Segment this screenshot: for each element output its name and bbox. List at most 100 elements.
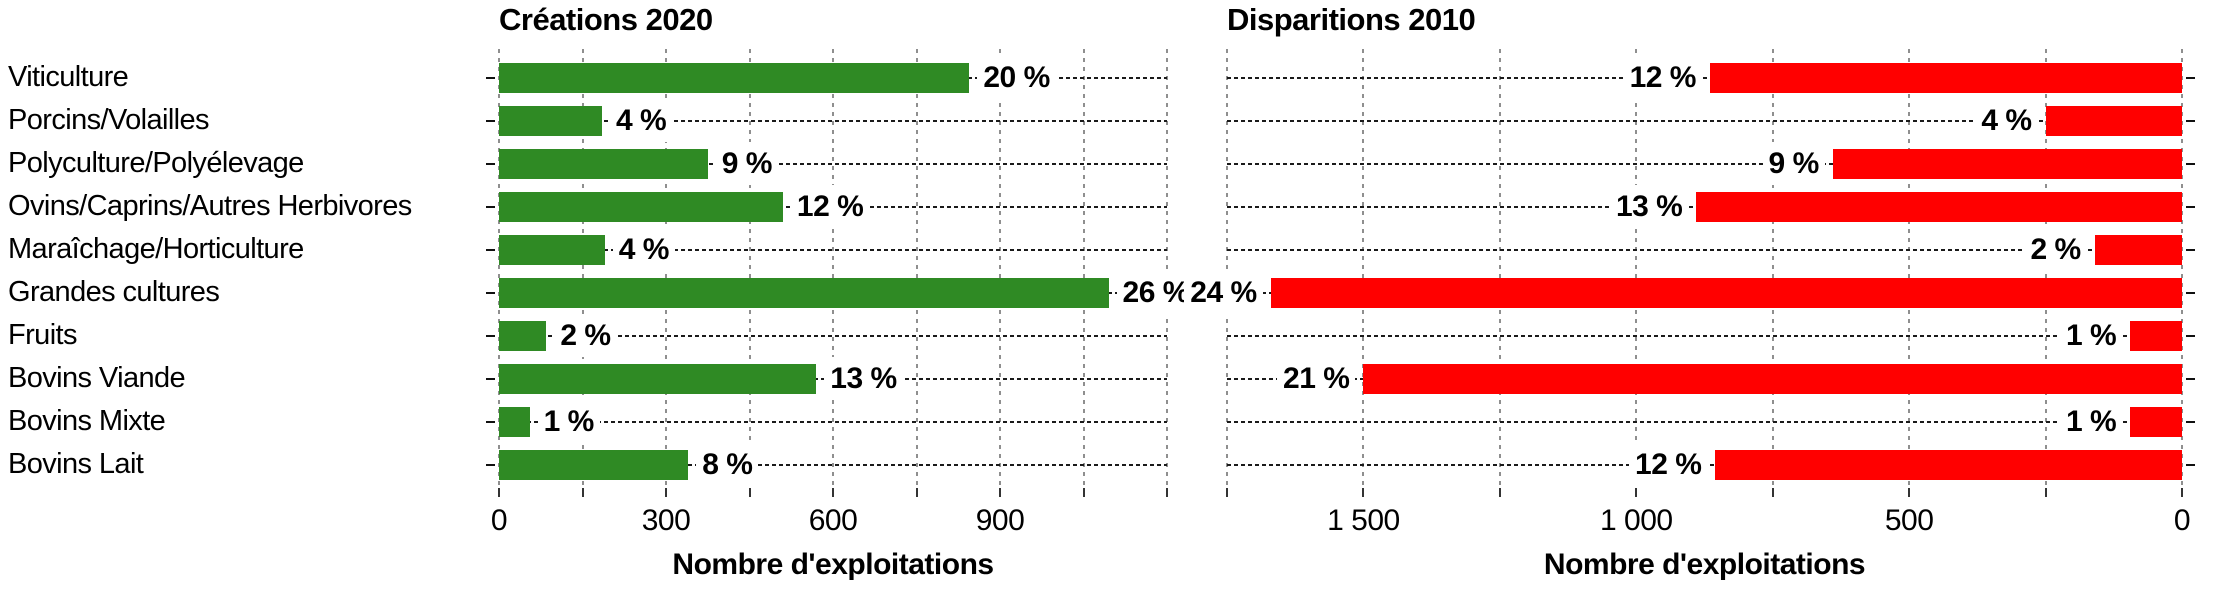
bar xyxy=(1832,148,2182,179)
percent-label: 4 % xyxy=(609,99,673,142)
vertical-gridline xyxy=(2181,49,2183,495)
bar xyxy=(499,363,817,394)
vertical-gridline xyxy=(1635,49,1638,495)
category-tick xyxy=(486,162,495,165)
vertical-gridline xyxy=(915,49,918,495)
percent-label: 9 % xyxy=(715,142,778,185)
row-gridline xyxy=(499,420,1167,423)
percent-label: 13 % xyxy=(1609,185,1689,228)
category-label: Bovins Mixte xyxy=(8,405,166,437)
x-axis-title-disparitions: Nombre d'exploitations xyxy=(1543,548,1866,581)
vertical-gridline xyxy=(1362,49,1365,495)
x-axis-tick xyxy=(2181,488,2183,497)
percent-label: 9 % xyxy=(1762,142,1825,185)
category-tick xyxy=(2186,463,2195,466)
vertical-gridline xyxy=(999,49,1001,495)
row-gridline xyxy=(1227,119,2182,122)
percent-label: 12 % xyxy=(790,185,870,228)
x-axis-tick xyxy=(1082,488,1085,497)
row-gridline xyxy=(1227,248,2182,251)
category-label: Maraîchage/Horticulture xyxy=(8,233,304,265)
bar xyxy=(499,105,602,136)
category-label: Bovins Viande xyxy=(8,362,186,394)
category-tick xyxy=(486,119,495,122)
category-tick xyxy=(2186,334,2195,337)
vertical-gridline xyxy=(832,49,834,495)
category-tick xyxy=(486,420,495,423)
bar xyxy=(1709,62,2182,93)
percent-label: 1 % xyxy=(2059,400,2123,443)
bar xyxy=(499,449,689,480)
bar xyxy=(1715,449,2182,480)
x-axis-title-creations: Nombre d'exploitations xyxy=(672,548,994,581)
bar xyxy=(2130,406,2182,437)
bar xyxy=(499,277,1109,308)
percent-label: 12 % xyxy=(1629,443,1708,486)
row-gridline xyxy=(1227,162,2182,165)
creations-2020-plot: Créations 2020 Nombre d'exploitations 20… xyxy=(486,2,1195,581)
row-gridline xyxy=(499,162,1167,165)
x-tick-label: 300 xyxy=(641,504,691,537)
percent-label: 4 % xyxy=(1975,99,2038,142)
vertical-gridline xyxy=(1908,49,1911,495)
x-axis-tick xyxy=(915,488,918,497)
bar xyxy=(2045,105,2182,136)
percent-label: 4 % xyxy=(612,228,675,271)
percent-label: 21 % xyxy=(1277,357,1356,400)
vertical-gridline xyxy=(665,49,667,495)
row-gridline xyxy=(499,119,1167,122)
percent-label: 2 % xyxy=(554,314,617,357)
percent-label: 1 % xyxy=(2059,314,2123,357)
percent-label: 8 % xyxy=(696,443,759,486)
bar xyxy=(1696,191,2182,222)
vertical-gridline xyxy=(2044,49,2047,495)
x-axis-tick xyxy=(1166,488,1168,497)
x-axis-tick xyxy=(832,488,834,497)
row-gridline xyxy=(1227,334,2182,337)
x-axis-tick xyxy=(1771,488,1774,497)
category-tick xyxy=(2186,420,2195,423)
row-gridline xyxy=(499,248,1167,251)
row-gridline xyxy=(1227,76,2182,79)
vertical-gridline xyxy=(1771,49,1774,495)
bar xyxy=(499,148,708,179)
category-tick xyxy=(2186,291,2195,294)
bar xyxy=(499,234,605,265)
x-axis-tick xyxy=(1908,488,1911,497)
x-tick-label: 900 xyxy=(975,504,1025,537)
x-tick-label: 600 xyxy=(808,504,858,537)
row-gridline xyxy=(499,334,1167,337)
category-tick xyxy=(2186,119,2195,122)
x-tick-label: 1 500 xyxy=(1327,504,1400,537)
bar xyxy=(2094,234,2182,265)
category-tick xyxy=(486,334,495,337)
x-axis-tick xyxy=(581,488,584,497)
category-tick xyxy=(486,248,495,251)
category-tick xyxy=(2186,377,2195,380)
x-tick-label: 0 xyxy=(490,504,508,537)
vertical-gridline xyxy=(1082,49,1085,495)
row-gridline xyxy=(1227,420,2182,423)
x-tick-label: 500 xyxy=(1884,504,1934,537)
x-axis-tick xyxy=(1498,488,1501,497)
percent-label: 1 % xyxy=(537,400,600,443)
bar xyxy=(1363,363,2182,394)
vertical-gridline xyxy=(581,49,584,495)
x-axis-tick xyxy=(665,488,667,497)
x-axis-tick xyxy=(748,488,751,497)
x-axis-tick xyxy=(498,488,500,497)
category-tick xyxy=(486,463,495,466)
percent-label: 20 % xyxy=(977,56,1056,99)
category-label: Ovins/Caprins/Autres Herbivores xyxy=(8,190,412,222)
percent-label: 12 % xyxy=(1623,56,1702,99)
disparitions-2010-plot: Disparitions 2010 Nombre d'exploitations… xyxy=(1184,2,2195,581)
category-label: Fruits xyxy=(8,319,78,351)
x-axis-tick xyxy=(1362,488,1365,497)
percent-label: 13 % xyxy=(824,357,903,400)
category-tick xyxy=(2186,248,2195,251)
x-axis-tick xyxy=(999,488,1001,497)
x-tick-label: 1 000 xyxy=(1599,504,1673,537)
x-axis-tick xyxy=(1635,488,1638,497)
category-label: Viticulture xyxy=(8,61,129,93)
